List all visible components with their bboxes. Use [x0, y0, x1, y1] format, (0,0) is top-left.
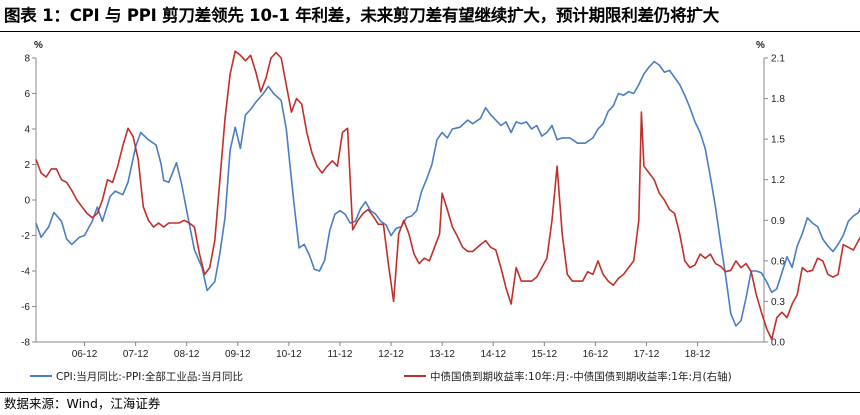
legend-label-cpi-ppi: CPI:当月同比:-PPI:全部工业品:当月同比 — [56, 370, 243, 383]
right-tick-label: 0.9 — [771, 216, 785, 227]
source-divider — [0, 392, 860, 393]
right-tick-label: 0.3 — [771, 297, 785, 308]
x-tick-label: 07-12 — [123, 349, 149, 360]
legend-label-yield-spread: 中债国债到期收益率:10年:月:-中债国债到期收益率:1年:月(右轴) — [430, 370, 732, 383]
right-tick-label: 2.1 — [771, 54, 785, 65]
left-tick-label: 2 — [24, 160, 30, 171]
x-tick-label: 16-12 — [583, 349, 609, 360]
left-tick-label: -8 — [21, 338, 30, 349]
right-tick-label: 0.6 — [771, 256, 785, 267]
x-tick-label: 10-12 — [276, 349, 302, 360]
right-tick-label: 0.0 — [771, 338, 785, 349]
series-line-cpi-ppi-gap — [35, 60, 860, 327]
x-tick-label: 15-12 — [532, 349, 558, 360]
x-tick-label: 14-12 — [480, 349, 506, 360]
x-tick-label: 06-12 — [72, 349, 98, 360]
left-tick-label: -2 — [21, 231, 30, 242]
left-tick-label: 0 — [24, 196, 30, 207]
right-tick-label: 1.2 — [771, 175, 785, 186]
series-line-yield-spread — [35, 50, 860, 341]
right-tick-label: 1.5 — [771, 135, 785, 146]
chart-title: 图表 1：CPI 与 PPI 剪刀差领先 10-1 年利差，未来剪刀差有望继续扩… — [4, 6, 720, 25]
chart-legend: CPI:当月同比:-PPI:全部工业品:当月同比 中债国债到期收益率:10年:月:… — [30, 370, 732, 383]
right-tick-label: 1.8 — [771, 94, 785, 105]
left-tick-label: 8 — [24, 54, 30, 65]
x-tick-label: 18-12 — [685, 349, 711, 360]
x-tick-label: 13-12 — [429, 349, 455, 360]
x-tick-label: 11-12 — [328, 349, 353, 360]
chart-axes: % % -8 -6 -4 -2 0 2 4 6 8 0.0 0.3 0.6 0.9 1.2 1.5 1.8 2.1 0… — [21, 40, 785, 360]
data-source: 数据来源：Wind，江海证券 — [4, 396, 161, 411]
x-tick-label: 17-12 — [634, 349, 660, 360]
x-tick-label: 08-12 — [174, 349, 200, 360]
title-divider — [0, 31, 860, 32]
left-tick-label: -6 — [21, 302, 30, 313]
dual-axis-line-chart: % % -8 -6 -4 -2 0 2 4 6 8 0.0 0.3 0.6 0.9 1.2 1.5 1.8 2.1 0… — [21, 40, 860, 383]
x-tick-label: 12-12 — [378, 349, 404, 360]
left-tick-label: 4 — [24, 125, 30, 136]
x-tick-label: 09-12 — [225, 349, 251, 360]
chart-series — [35, 50, 860, 341]
left-tick-label: 6 — [24, 89, 30, 100]
left-axis-unit: % — [34, 40, 43, 51]
chart-area: %% -8 -6 -4 -2 0 2 4 6 8 0.0 0.3 0.6 0.9 1.2 1.5 1.8 2.1 0… — [0, 34, 860, 390]
right-axis-unit: % — [756, 40, 765, 51]
left-tick-label: -4 — [21, 267, 30, 278]
